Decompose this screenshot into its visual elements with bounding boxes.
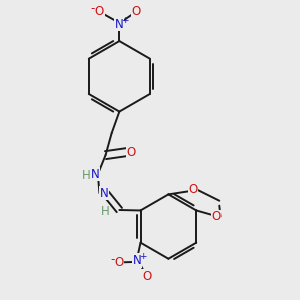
Text: O: O [188, 183, 197, 196]
Text: O: O [132, 5, 141, 18]
Text: O: O [95, 5, 104, 18]
Text: -: - [91, 2, 95, 15]
Text: N: N [100, 187, 109, 200]
Text: O: O [142, 270, 151, 283]
Text: N: N [115, 18, 124, 31]
Text: N: N [90, 168, 99, 181]
Text: +: + [139, 252, 147, 261]
Text: O: O [127, 146, 136, 159]
Text: O: O [114, 256, 124, 269]
Text: N: N [133, 254, 142, 267]
Text: O: O [212, 210, 221, 223]
Text: H: H [101, 205, 110, 218]
Text: +: + [121, 16, 129, 25]
Text: H: H [82, 169, 91, 182]
Text: -: - [111, 253, 115, 266]
